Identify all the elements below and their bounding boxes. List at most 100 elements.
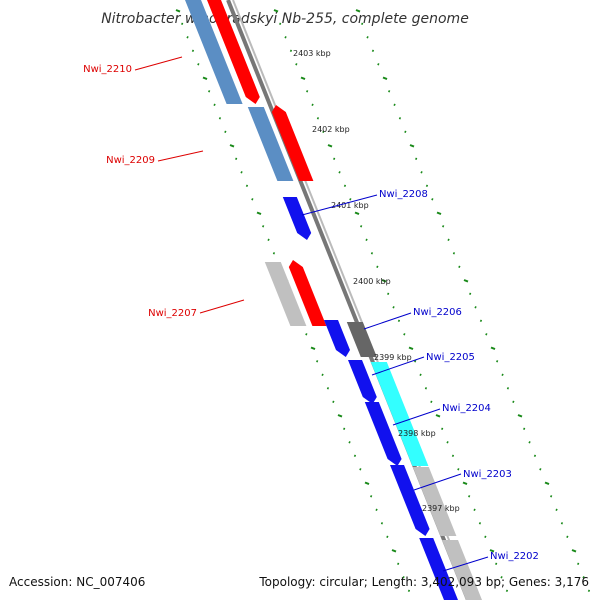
gene-label-nwi-2203[interactable]: Nwi_2203 [463,469,512,480]
scale-ring-dot [409,144,415,148]
gene-label-nwi-2209[interactable]: Nwi_2209 [106,155,155,166]
scale-ring-dot [218,117,222,120]
scale-ring-dot [392,306,395,309]
scale-ring-dot [197,63,200,66]
scale-ring-dot [366,36,369,39]
map-title: Nitrobacter winogradskyi Nb-255, complet… [101,11,469,27]
scale-ring-dot [571,549,577,553]
scale-ring-dot [539,468,542,471]
scale-ring-dot [175,9,181,13]
gene-label-nwi-2210[interactable]: Nwi_2210 [83,64,132,75]
gene-leader-line [442,556,489,572]
scale-ring-dot [240,171,243,174]
cog-category-bar [442,540,482,600]
scale-ring-dot [496,360,499,363]
scale-ring-dot [457,468,460,471]
gene-leader-line [134,56,183,71]
tick-label: 2400 kbp [353,277,391,286]
scale-ring-dot [337,414,343,418]
gene-label-nwi-2205[interactable]: Nwi_2205 [426,352,475,363]
gene-label-nwi-2202[interactable]: Nwi_2202 [490,551,539,562]
scale-ring-dot [375,508,378,512]
scale-ring-dot [251,198,254,201]
scale-ring-dot [327,144,333,148]
gene-leader-line [157,150,204,162]
scale-ring-dot [419,373,422,377]
cog-category-bar [387,404,429,466]
scale-ring-dot [463,279,469,283]
scale-ring-dot [386,535,389,539]
scale-ring-dot [582,576,585,579]
scale-ring-dot [370,252,374,255]
scale-ring-dot [403,333,406,336]
scale-ring-dot [577,562,580,566]
scale-ring-dot [338,171,341,174]
scale-ring-dot [213,103,216,107]
scale-ring-dot [469,292,472,296]
scale-ring-dot [262,225,265,228]
tick-label: 2398 kbp [398,429,436,438]
scale-ring-dot [316,117,320,120]
scale-ring-dot [431,198,434,201]
scale-ring-dot [245,184,249,188]
gene-leader-line [413,473,462,491]
scale-ring-dot [359,468,362,471]
scale-ring-dot [388,90,391,93]
scale-ring-dot [501,373,504,377]
scale-ring-dot [371,49,375,53]
scale-ring-dot [235,157,238,161]
scale-ring-dot [408,346,414,351]
cog-category-bar [346,322,377,357]
scale-ring-dot [380,522,384,525]
scale-ring-dot [310,346,316,351]
gene-label-nwi-2204[interactable]: Nwi_2204 [442,403,491,414]
tick-label: 2403 kbp [293,49,331,58]
scale-ring-dot [397,562,400,566]
scale-ring-dot [279,22,282,26]
scale-ring-dot [273,9,279,13]
scale-ring-dot [332,400,335,404]
scale-ring-dot [506,387,510,390]
gene-leader-line [199,299,245,314]
scale-ring-dot [517,414,523,418]
gene-label-nwi-2206[interactable]: Nwi_2206 [413,307,462,318]
scale-ring-dot [528,441,531,444]
scale-ring-dot [420,171,423,174]
cog-category-bar [247,107,294,181]
gene-label-nwi-2207[interactable]: Nwi_2207 [148,308,197,319]
gene-labels: Nwi_2210 Nwi_2209 Nwi_2208 Nwi_2207 Nwi_… [83,56,539,572]
scale-ring-dot [186,36,189,39]
scale-ring-dot [393,103,396,107]
scale-ring-dot [430,400,433,404]
scale-ring-dot [343,184,347,188]
scale-ring-dot [305,333,308,336]
gene-label-nwi-2208[interactable]: Nwi_2208 [379,189,428,200]
tick-label: 2401 kbp [331,201,369,210]
scale-ring-dot [398,117,402,120]
scale-ring-dot [267,238,270,242]
gene-arrow [390,465,430,536]
scale-ring-dot [452,252,456,255]
cog-category-bar [185,0,243,104]
scale-ring-dot [446,441,449,444]
scale-ring-dot [500,576,503,579]
scale-ring-dot [566,535,569,539]
scale-ring-dot [284,36,287,39]
scale-ring-dot [387,292,390,296]
scale-ring-dot [435,414,441,418]
gene-arrow [282,197,312,240]
scale-ring-dot [377,63,380,66]
genome-summary-text: Topology: circular; Length: 3,402,093 bp… [258,575,589,589]
gene-leader-line [301,194,378,216]
scale-ring-dot [414,360,417,363]
scale-ring-dot [451,454,455,458]
scale-ring-dot [355,9,361,13]
cog-category-bar [264,262,307,326]
scale-ring-dot [348,441,351,444]
scale-ring-dot [485,333,488,336]
cog-category-bar [412,467,457,536]
scale-ring-dot [224,130,227,134]
scale-ring-dot [381,279,387,283]
